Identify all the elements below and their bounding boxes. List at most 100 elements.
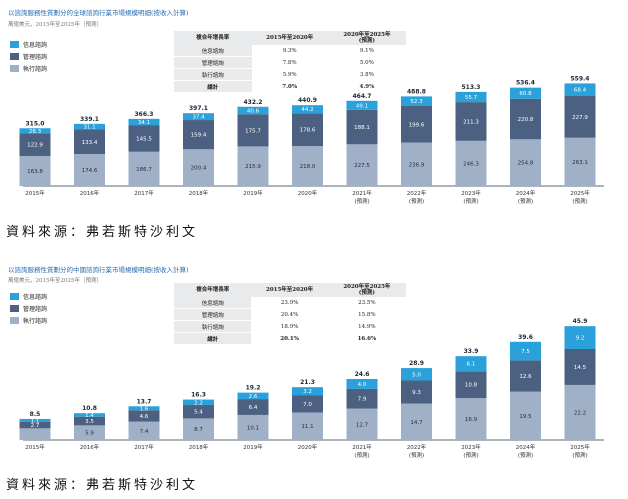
total-label: 432.2	[244, 99, 263, 106]
cagr-row-label: 執行諮詢	[174, 320, 252, 333]
chart-2-title: 以諮詢服務性質劃分的中國諮詢行業市場規模明細(按收入計算)	[8, 266, 189, 274]
legend-info-swatch	[10, 292, 19, 300]
x-tick-label: (預測)	[463, 451, 478, 459]
total-label: 21.3	[300, 379, 315, 386]
cagr-row: 管理諮詢 20.4% 15.8%	[174, 308, 406, 321]
x-tick-label: 2018年	[189, 189, 209, 197]
x-tick-label: 2022年	[407, 443, 427, 451]
bar-execution	[292, 146, 323, 186]
cagr-value: 23.9%	[251, 297, 328, 309]
bar-execution	[183, 149, 214, 186]
data-label: 215.9	[245, 164, 261, 170]
bar-execution	[19, 428, 51, 440]
legend-execution: 執行諮詢	[10, 62, 47, 74]
total-label: 19.2	[246, 385, 261, 392]
total-label: 397.1	[189, 105, 208, 112]
cagr-header-period-1: 2015年至2020年	[251, 283, 328, 297]
legend-execution-swatch	[10, 316, 19, 324]
bar-info	[455, 356, 487, 372]
data-label: 34.1	[138, 120, 150, 126]
bar-management	[510, 360, 541, 392]
chart-2-source: 資料來源：弗若斯特沙利文	[6, 478, 199, 493]
bar-info	[401, 368, 432, 381]
data-label: 7.9	[358, 397, 367, 403]
bar-management	[128, 125, 160, 152]
x-tick-label: 2019年	[243, 189, 263, 197]
x-tick-label: (預測)	[518, 451, 533, 459]
chart-1-legend: 信息諮詢 管理諮詢 執行諮詢	[10, 38, 47, 74]
x-tick-label: 2018年	[189, 443, 209, 451]
x-tick-label: 2023年	[461, 443, 481, 451]
x-tick-label: 2015年	[25, 189, 45, 197]
data-label: 133.4	[82, 140, 98, 146]
data-label: 9.3	[412, 390, 421, 396]
cagr-row: 信息諮詢 9.3% 9.1%	[174, 45, 406, 57]
data-label: 16.9	[465, 417, 478, 423]
total-label: 8.5	[30, 411, 41, 418]
cagr-total-row: 總計 7.0% 4.9%	[174, 80, 406, 92]
x-tick-label: 2022年	[407, 189, 427, 197]
bar-info	[128, 406, 160, 411]
cagr-row-label: 管理諮詢	[174, 56, 252, 69]
bar-info	[564, 83, 596, 96]
legend-management: 管理諮詢	[10, 302, 47, 314]
bar-management	[346, 388, 378, 409]
data-label: 10.1	[247, 425, 259, 431]
data-label: 55.7	[465, 95, 478, 101]
total-label: 33.9	[464, 348, 479, 355]
cagr-value: 9.1%	[327, 45, 406, 57]
chart-1-plot: 163.8 122.9 28.3 315.0 2015年 174.6 133.4 31.1 33…	[19, 75, 604, 205]
bar-management	[292, 113, 323, 147]
data-label: 178.6	[300, 128, 316, 134]
bar-management	[510, 98, 541, 140]
total-label: 16.3	[191, 392, 206, 399]
bar-execution	[237, 146, 269, 186]
x-tick-label: (預測)	[354, 451, 369, 459]
cagr-total-row: 總計 20.1% 16.6%	[174, 332, 406, 344]
cagr-value: 3.8%	[327, 68, 406, 81]
bar-management	[292, 395, 323, 413]
x-tick-label: 2019年	[243, 443, 263, 451]
bar-execution	[74, 425, 105, 440]
cagr-value: 5.0%	[327, 56, 406, 69]
x-tick-label: 2020年	[298, 443, 318, 451]
legend-management-swatch	[10, 304, 19, 312]
cagr-row-label: 管理諮詢	[174, 308, 252, 321]
bar-execution	[510, 139, 541, 186]
cagr-value: 14.9%	[327, 320, 406, 333]
bar-info	[183, 399, 214, 406]
bar-execution	[564, 137, 596, 186]
bar-management	[74, 129, 105, 154]
bar-management	[183, 405, 214, 419]
data-label: 220.8	[518, 117, 534, 123]
cagr-row-label: 執行諮詢	[174, 68, 252, 81]
bar-execution	[74, 153, 105, 186]
cagr-header-label: 複合年增長率	[174, 283, 252, 297]
bar-execution	[510, 391, 541, 440]
x-tick-label: (預測)	[354, 197, 369, 205]
legend-execution: 執行諮詢	[10, 314, 47, 326]
data-label: 14.5	[574, 365, 587, 371]
x-tick-label: 2016年	[80, 443, 100, 451]
bar-info	[292, 105, 323, 114]
bar-management	[237, 399, 269, 415]
data-label: 37.4	[192, 115, 205, 121]
bar-management	[564, 95, 596, 138]
data-label: 3.2	[303, 389, 312, 395]
data-label: 174.6	[82, 168, 98, 174]
bar-management	[401, 380, 432, 404]
bar-info	[128, 118, 160, 126]
data-label: 6.4	[249, 405, 258, 411]
cagr-value: 16.6%	[327, 332, 406, 344]
x-tick-label: 2016年	[80, 189, 100, 197]
data-label: 7.5	[521, 349, 530, 355]
x-tick-label: 2020年	[298, 189, 318, 197]
bar-management	[183, 120, 214, 150]
data-label: 9.2	[576, 336, 585, 342]
bar-info	[292, 387, 323, 396]
cagr-value: 15.8%	[327, 308, 406, 321]
bar-execution	[455, 140, 487, 186]
x-tick-label: (預測)	[409, 451, 424, 459]
bar-execution	[128, 421, 160, 440]
cagr-row: 管理諮詢 7.8% 5.0%	[174, 56, 406, 69]
